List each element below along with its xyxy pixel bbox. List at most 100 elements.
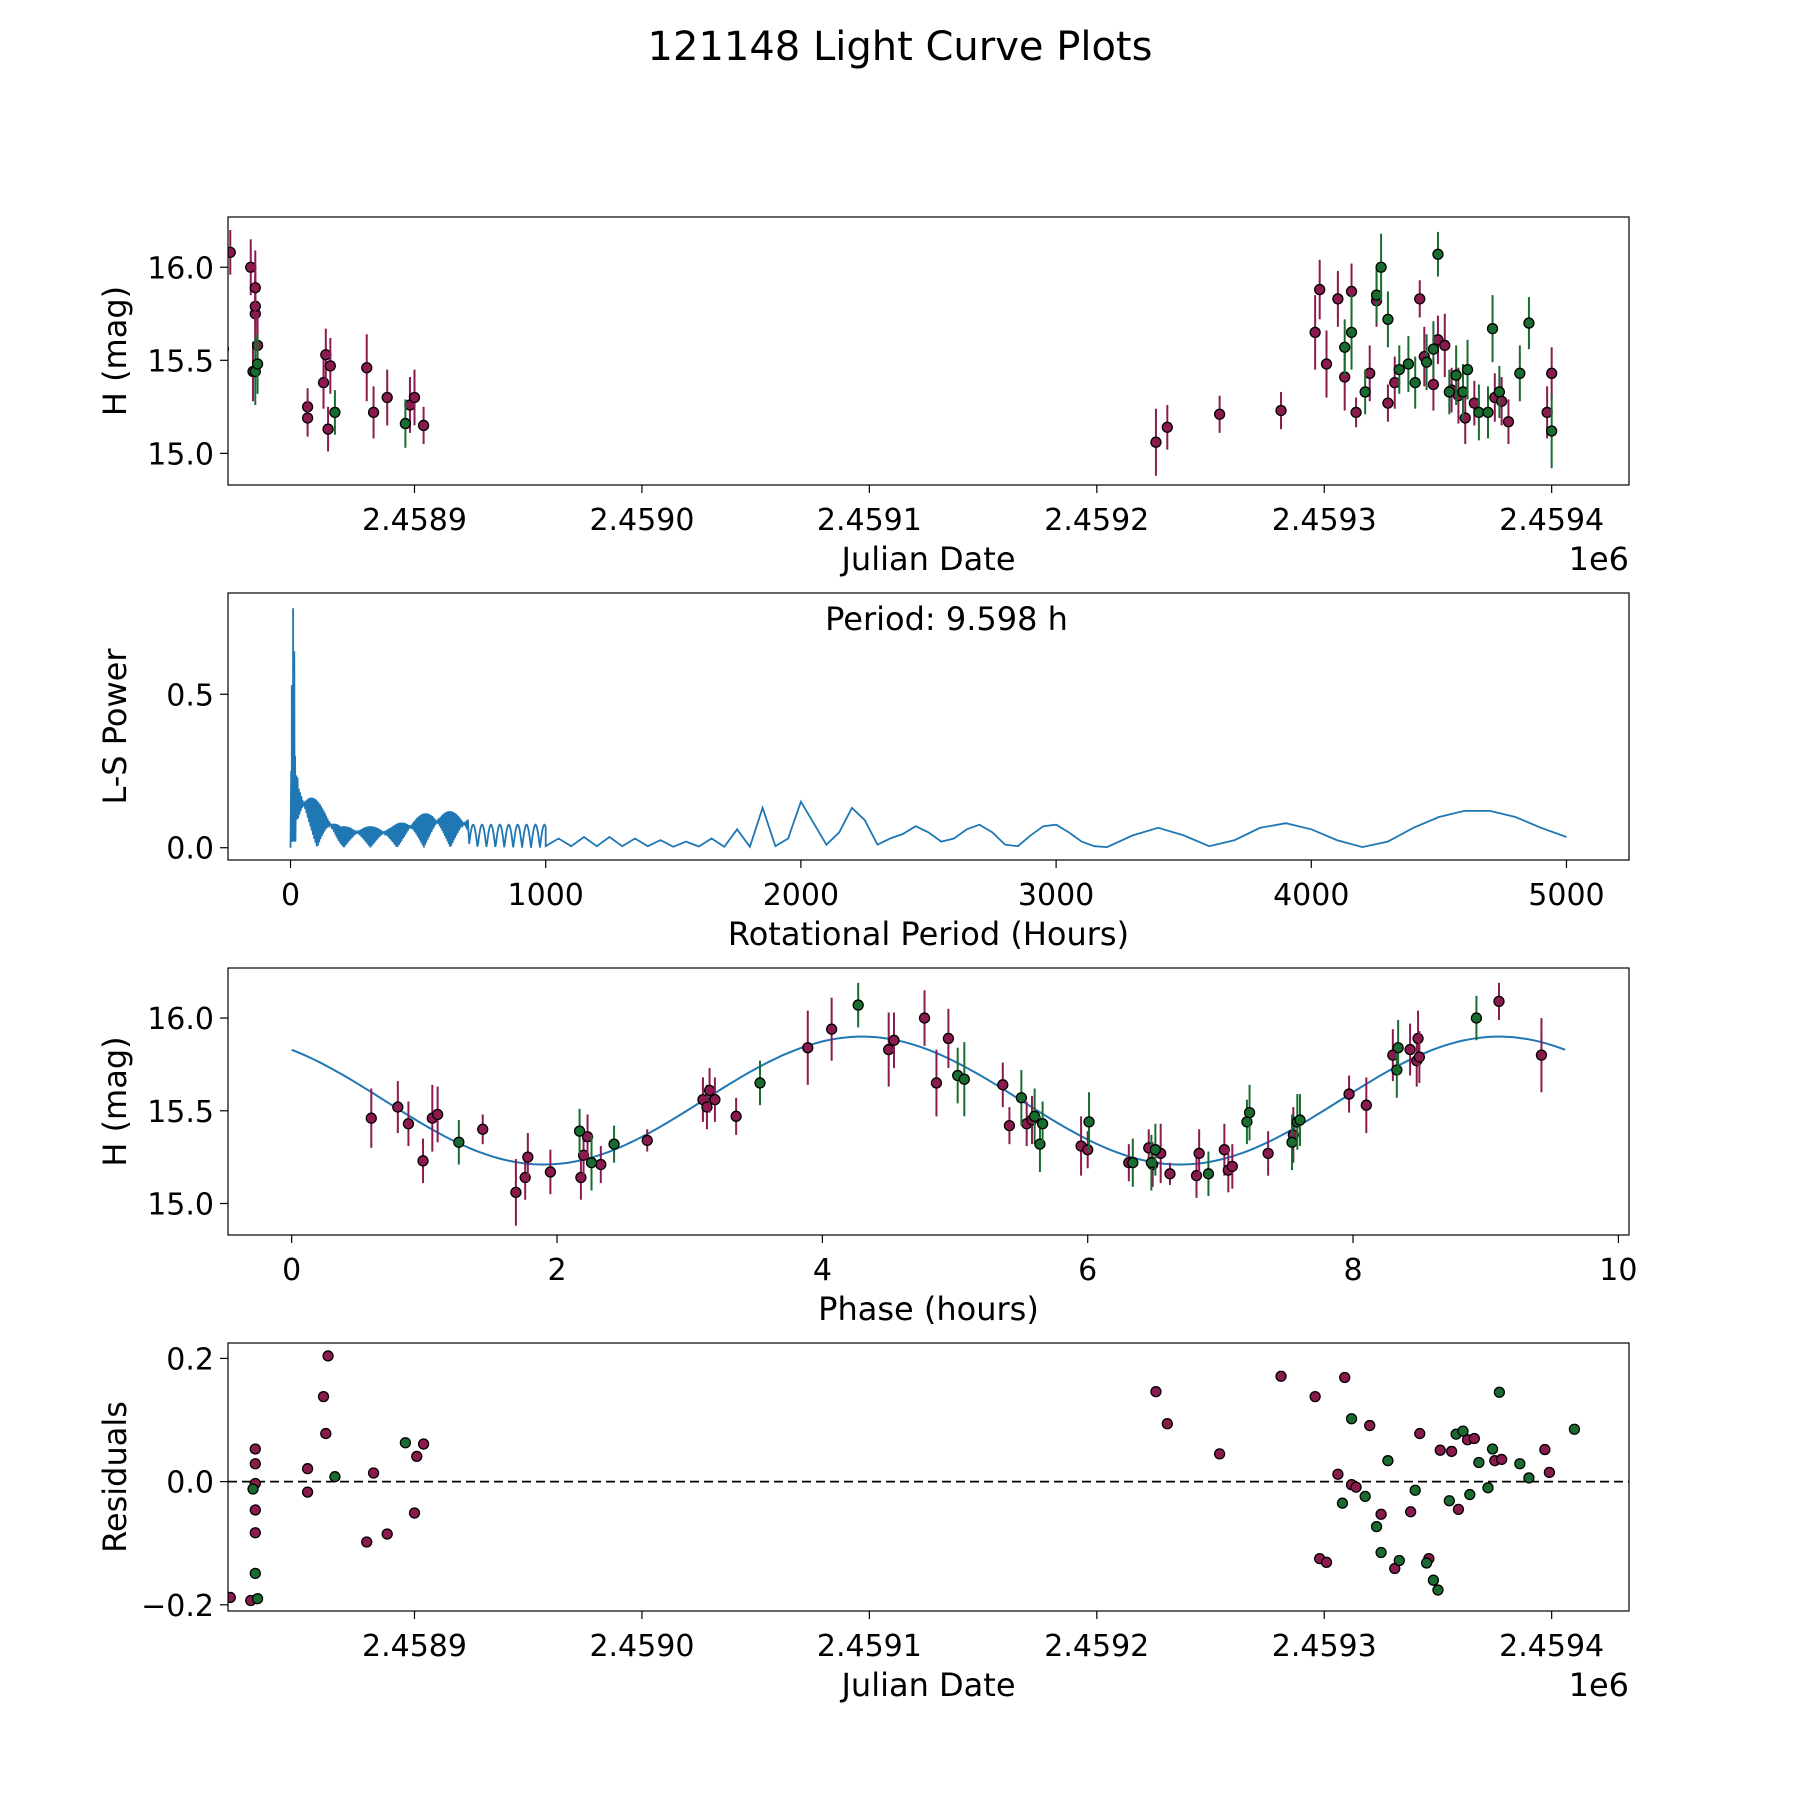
data-point <box>329 1471 341 1483</box>
x-tick-label: 2.4590 <box>589 503 694 538</box>
data-point <box>1226 1160 1238 1173</box>
data-point <box>641 1134 653 1147</box>
data-point <box>402 1118 415 1130</box>
data-point <box>1450 369 1462 381</box>
data-point <box>361 1536 373 1548</box>
data-point <box>1420 1557 1433 1569</box>
data-point <box>249 1567 261 1580</box>
data-point <box>1409 376 1421 389</box>
data-point <box>1028 1110 1041 1122</box>
data-point <box>1486 1443 1499 1455</box>
y-tick-label: 0.0 <box>166 1466 214 1501</box>
data-point <box>1083 1116 1095 1128</box>
data-point <box>1359 1490 1371 1503</box>
data-point <box>1414 1427 1426 1440</box>
data-point <box>1339 341 1351 353</box>
data-point <box>1443 386 1455 398</box>
data-point <box>367 406 380 419</box>
data-point <box>249 282 261 294</box>
data-point <box>399 1437 412 1449</box>
y-tick-label: 0.5 <box>166 678 214 713</box>
data-point <box>196 1572 206 1582</box>
phased-frame <box>227 967 1630 1236</box>
data-point <box>301 1486 314 1498</box>
data-point <box>1541 406 1553 419</box>
data-point <box>585 1157 598 1169</box>
residuals-plot-area <box>196 1350 1629 1607</box>
data-point <box>245 261 257 273</box>
data-point <box>1493 1386 1506 1398</box>
periodogram-line <box>289 608 1567 849</box>
data-point <box>826 1023 838 1035</box>
data-point <box>417 1438 430 1450</box>
data-point <box>1339 1371 1351 1384</box>
data-point <box>301 1463 314 1475</box>
data-point <box>324 360 336 372</box>
data-point <box>1473 1456 1485 1469</box>
data-point <box>1413 1051 1426 1063</box>
x-tick-label: 6 <box>1078 1253 1097 1288</box>
period-annotation: Period: 9.598 h <box>825 600 1068 638</box>
data-point <box>1364 367 1376 379</box>
x-tick-label: 2.4589 <box>362 503 467 538</box>
data-point <box>1150 436 1162 448</box>
data-point <box>1336 1497 1349 1509</box>
data-point <box>573 1125 586 1137</box>
data-point <box>1493 995 1505 1008</box>
x-tick-label: 2000 <box>763 878 839 913</box>
data-point <box>1036 1118 1049 1130</box>
y-tick-label: 15.5 <box>147 344 214 379</box>
data-point <box>1350 406 1362 419</box>
data-point <box>1391 1064 1403 1076</box>
data-point <box>417 419 430 432</box>
data-point <box>918 1012 931 1024</box>
data-point <box>249 1504 261 1516</box>
y-axis-label: L-S Power <box>96 648 134 805</box>
y-tick-label: 0.0 <box>166 832 214 867</box>
data-point <box>1145 1157 1158 1169</box>
data-point <box>1345 1413 1358 1425</box>
x-tick-label: 2.4590 <box>589 1629 694 1664</box>
data-point <box>1262 1147 1274 1160</box>
data-point <box>1432 248 1444 260</box>
data-point <box>399 417 412 430</box>
data-point <box>1370 1520 1383 1533</box>
data-point <box>802 1042 814 1054</box>
data-point <box>730 1110 742 1122</box>
data-point <box>1482 406 1494 419</box>
y-tick-label: 16.0 <box>147 1002 214 1037</box>
y-axis-label: H (mag) <box>96 286 134 416</box>
x-offset-text: 1e6 <box>1569 1666 1629 1704</box>
data-point <box>942 1032 955 1045</box>
data-point <box>1309 1390 1321 1403</box>
data-point <box>888 1034 900 1046</box>
residuals-axes: 2.4589 2.4590 2.4591 2.4592 2.4593 2.4594 −0.2… <box>96 1342 1630 1704</box>
data-point <box>1359 386 1371 398</box>
x-axis-label: Phase (hours) <box>818 1290 1039 1328</box>
data-point <box>1546 425 1558 437</box>
x-tick-label: 4 <box>813 1253 832 1288</box>
data-point <box>581 1131 594 1143</box>
data-point <box>1514 1458 1526 1470</box>
data-point <box>251 1593 264 1605</box>
phased-axes: 0 2 4 6 8 10 15.0 15.5 16.0 Phase (hours) H (mag) <box>96 967 1637 1328</box>
x-axis-label: Julian Date <box>839 540 1015 578</box>
data-point <box>477 1123 489 1135</box>
data-point <box>1213 1448 1226 1460</box>
x-tick-label: 3000 <box>1018 878 1094 913</box>
data-point <box>1003 1119 1016 1132</box>
data-point <box>1568 1423 1581 1435</box>
data-point <box>1218 1144 1231 1156</box>
x-axis-label: Rotational Period (Hours) <box>728 915 1129 953</box>
data-point <box>1243 1106 1256 1119</box>
data-point <box>1486 323 1499 335</box>
data-point <box>1375 261 1387 273</box>
data-point <box>249 1443 261 1455</box>
data-point <box>365 1112 377 1124</box>
periodogram-plot-area <box>289 608 1567 849</box>
x-tick-label: 2.4592 <box>1044 1629 1149 1664</box>
x-axis-label: Julian Date <box>839 1666 1015 1704</box>
data-point <box>883 1043 895 1056</box>
data-point <box>930 1077 943 1089</box>
